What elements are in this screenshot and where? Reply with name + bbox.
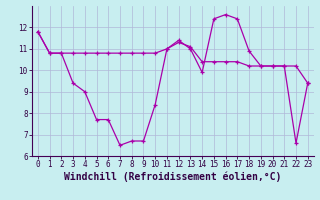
X-axis label: Windchill (Refroidissement éolien,°C): Windchill (Refroidissement éolien,°C) bbox=[64, 172, 282, 182]
